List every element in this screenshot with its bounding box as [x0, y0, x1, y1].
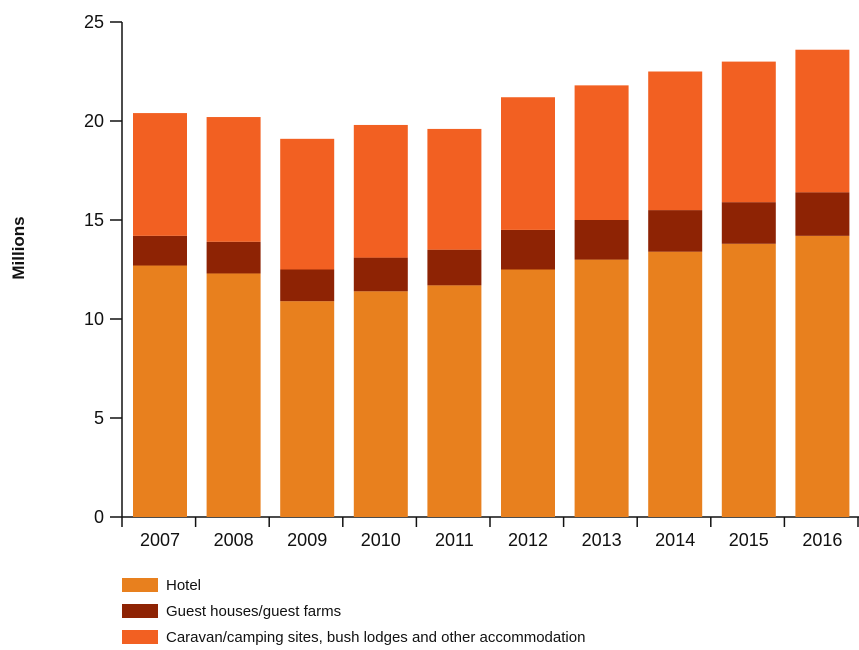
- bar-segment-hotel: [574, 259, 629, 517]
- bar-segment-hotel: [648, 251, 703, 517]
- bar-segment-hotel: [721, 243, 776, 517]
- y-tick-label: 5: [94, 408, 104, 428]
- bar-segment-caravan-camping: [721, 61, 776, 203]
- x-axis: 2007 2008 2009 2010 2011 2012 2013 2014 2015 2016: [121, 516, 859, 550]
- x-tick-label: 2008: [214, 530, 254, 550]
- x-tick-label: 2007: [140, 530, 180, 550]
- bar-segment-hotel: [133, 265, 187, 517]
- legend-item-caravan-camping: Caravan/camping sites, bush lodges and o…: [122, 624, 585, 650]
- bar-segment-guest-houses: [648, 210, 703, 252]
- bars: [133, 49, 850, 517]
- bar-segment-hotel: [501, 269, 555, 517]
- bar-segment-caravan-camping: [280, 138, 335, 270]
- x-tick-label: 2015: [729, 530, 769, 550]
- bar-segment-guest-houses: [280, 269, 335, 302]
- y-axis-title: Millions: [9, 216, 28, 279]
- legend-label-hotel: Hotel: [166, 576, 202, 594]
- y-axis: 0 5 10 15 20 25: [84, 12, 123, 527]
- bar-segment-guest-houses: [574, 220, 629, 260]
- bar-segment-guest-houses: [501, 229, 555, 270]
- bar-segment-guest-houses: [353, 257, 408, 292]
- bar-segment-guest-houses: [133, 235, 187, 266]
- legend: Hotel Guest houses/guest farms Caravan/c…: [122, 572, 585, 650]
- bar-segment-caravan-camping: [133, 113, 187, 236]
- bar-segment-hotel: [795, 235, 850, 517]
- bar-segment-caravan-camping: [206, 117, 261, 242]
- bar-segment-caravan-camping: [795, 49, 850, 193]
- x-tick-label: 2009: [287, 530, 327, 550]
- x-tick-label: 2011: [435, 530, 474, 550]
- bar-segment-caravan-camping: [574, 85, 629, 220]
- legend-item-hotel: Hotel: [122, 572, 585, 598]
- x-tick-label: 2010: [361, 530, 401, 550]
- legend-swatch-caravan-camping: [122, 630, 158, 644]
- bar-segment-caravan-camping: [648, 71, 703, 211]
- stacked-bar-chart: Millions 0 5 10 15 20 25 2007 2008 2009 2010 2011…: [9, 12, 859, 550]
- x-tick-label: 2014: [655, 530, 695, 550]
- bar-segment-caravan-camping: [353, 124, 408, 258]
- bar-segment-guest-houses: [427, 249, 482, 286]
- legend-label-caravan-camping: Caravan/camping sites, bush lodges and o…: [166, 628, 586, 646]
- y-tick-label: 10: [84, 309, 104, 329]
- legend-swatch-guest-houses: [122, 604, 158, 618]
- y-tick-label: 25: [84, 12, 104, 32]
- legend-item-guest-houses: Guest houses/guest farms: [122, 598, 585, 624]
- x-tick-label: 2012: [508, 530, 548, 550]
- y-tick-label: 15: [84, 210, 104, 230]
- legend-swatch-hotel: [122, 578, 158, 592]
- bar-segment-hotel: [353, 291, 408, 517]
- bar-segment-guest-houses: [721, 202, 776, 244]
- bar-segment-hotel: [206, 273, 261, 517]
- legend-label-guest-houses: Guest houses/guest farms: [166, 602, 342, 620]
- bar-segment-hotel: [427, 285, 482, 517]
- bar-segment-guest-houses: [206, 241, 261, 274]
- y-tick-label: 0: [94, 507, 104, 527]
- bar-segment-hotel: [280, 301, 335, 517]
- bar-segment-caravan-camping: [427, 128, 482, 250]
- bar-segment-guest-houses: [795, 192, 850, 236]
- bar-segment-caravan-camping: [501, 97, 555, 230]
- x-tick-label: 2016: [802, 530, 842, 550]
- x-tick-label: 2013: [582, 530, 622, 550]
- y-tick-label: 20: [84, 111, 104, 131]
